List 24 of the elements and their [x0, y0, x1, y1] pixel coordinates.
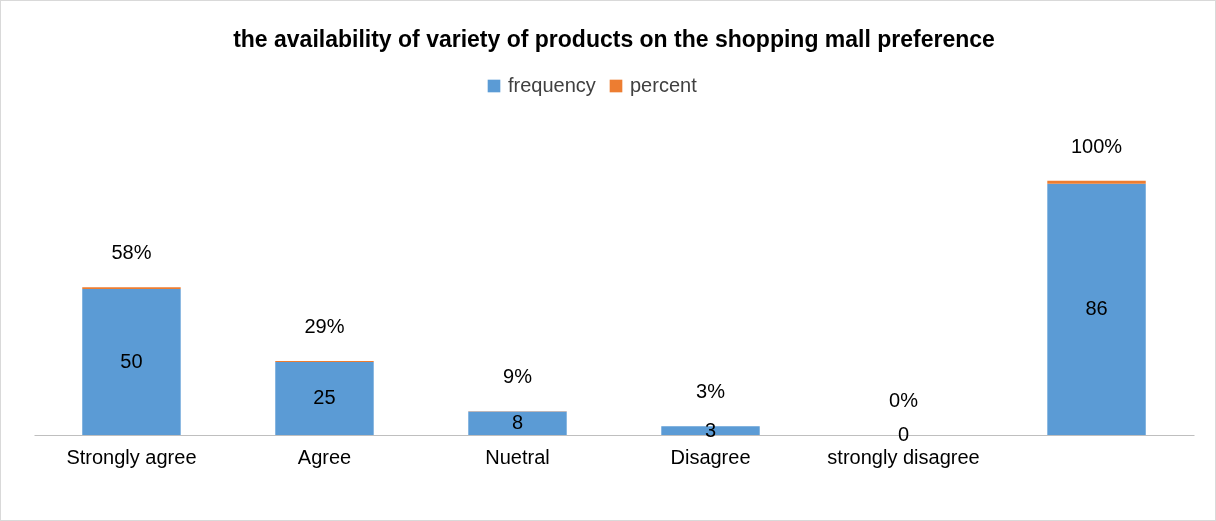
data-label: 100% [1070, 134, 1123, 157]
data-label: 0% [889, 389, 919, 411]
data-label: 50 [120, 349, 143, 372]
data-label: 3% [696, 380, 726, 403]
x-tick-label: Nuetral [485, 445, 550, 468]
data-label: 9% [503, 365, 533, 388]
x-tick-label: Strongly agree [66, 445, 197, 468]
data-label: 8 [511, 411, 524, 434]
bar [275, 361, 374, 435]
data-label: 25 [313, 386, 336, 409]
data-label: 0 [897, 423, 910, 445]
legend-label: percent [630, 74, 698, 96]
data-label: 29% [304, 315, 345, 338]
bar [1047, 180, 1146, 184]
bar [1047, 183, 1146, 435]
x-tick-label: Agree [297, 445, 352, 468]
legend-label: frequency [508, 74, 596, 96]
data-label: 58% [111, 241, 152, 264]
bar [468, 411, 567, 435]
x-tick-label: Disagree [670, 445, 751, 468]
bar [82, 288, 181, 435]
data-label: 86 [1085, 297, 1108, 320]
x-tick-label: strongly disagree [827, 445, 980, 468]
chart-title: the availability of variety of products on the shopping mall preference [233, 26, 995, 52]
